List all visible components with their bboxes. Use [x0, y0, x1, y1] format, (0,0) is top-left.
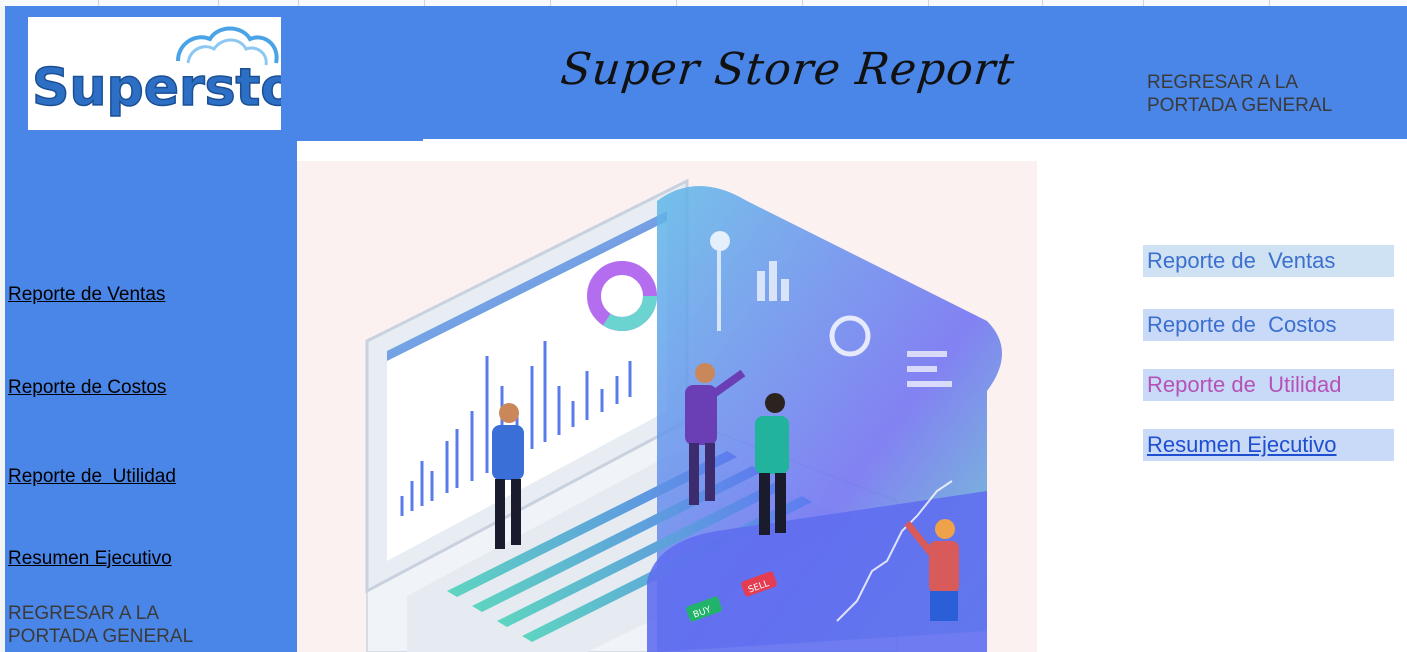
- left-nav-resumen[interactable]: Resumen Ejecutivo: [8, 548, 172, 569]
- left-nav-utilidad[interactable]: Reporte de Utilidad: [8, 466, 176, 487]
- superstore-logo: Superstore: [28, 17, 281, 130]
- return-to-cover-link-top[interactable]: REGRESAR A LA PORTADA GENERAL: [1147, 72, 1333, 116]
- right-nav-ventas[interactable]: Reporte de Ventas: [1143, 245, 1394, 277]
- left-nav-costos[interactable]: Reporte de Costos: [8, 377, 167, 398]
- person-center-teal: [755, 393, 789, 535]
- person-center-purple: [685, 363, 746, 505]
- person-right-woman: [904, 519, 959, 621]
- page-title: Super Store Report: [558, 44, 1018, 95]
- logo-wordmark: Superstore: [32, 58, 281, 118]
- return-to-cover-link-left[interactable]: REGRESAR A LA PORTADA GENERAL: [8, 603, 194, 647]
- analytics-illustration: BUY SELL: [297, 161, 1037, 652]
- right-nav-costos[interactable]: Reporte de Costos: [1143, 309, 1394, 341]
- header-banner: [297, 6, 1407, 139]
- right-nav-utilidad[interactable]: Reporte de Utilidad: [1143, 369, 1394, 401]
- right-nav-resumen[interactable]: Resumen Ejecutivo: [1143, 429, 1394, 461]
- left-nav-ventas[interactable]: Reporte de Ventas: [8, 284, 166, 305]
- person-left: [492, 403, 524, 549]
